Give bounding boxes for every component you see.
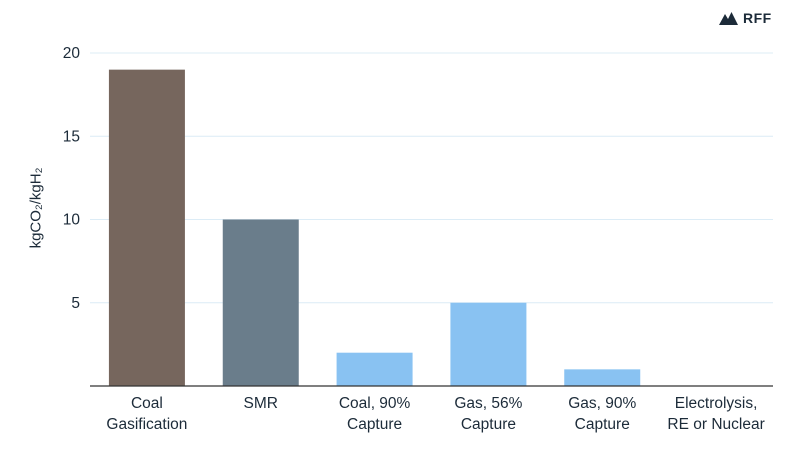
rff-logo: RFF (719, 10, 772, 26)
category-label: SMR (244, 395, 278, 412)
y-tick-label: 10 (63, 212, 81, 229)
mountain-icon (719, 12, 738, 25)
gridlines (90, 52, 773, 304)
category-label: Gas, 90% Capture (568, 395, 636, 433)
y-tick-labels: 5 10 15 20 (63, 45, 81, 312)
bar (336, 352, 413, 386)
bar (450, 302, 527, 386)
bar (222, 219, 299, 386)
y-tick-label: 5 (71, 295, 80, 312)
category-labels: Coal Gasification SMR Coal, 90% Capture Gas, … (106, 395, 764, 433)
bar (564, 369, 641, 386)
y-tick-label: 20 (63, 45, 81, 62)
logo-text: RFF (743, 10, 772, 26)
category-label: Coal, 90% Capture (339, 395, 411, 433)
bars (108, 69, 641, 387)
category-label: Gas, 56% Capture (454, 395, 522, 433)
y-tick-label: 15 (63, 128, 80, 145)
bar (108, 69, 185, 387)
category-label: Coal Gasification (106, 395, 187, 433)
category-label: Electrolysis, RE or Nuclear (667, 395, 764, 433)
y-axis-label: kgCO₂/kgH₂ (27, 167, 45, 249)
